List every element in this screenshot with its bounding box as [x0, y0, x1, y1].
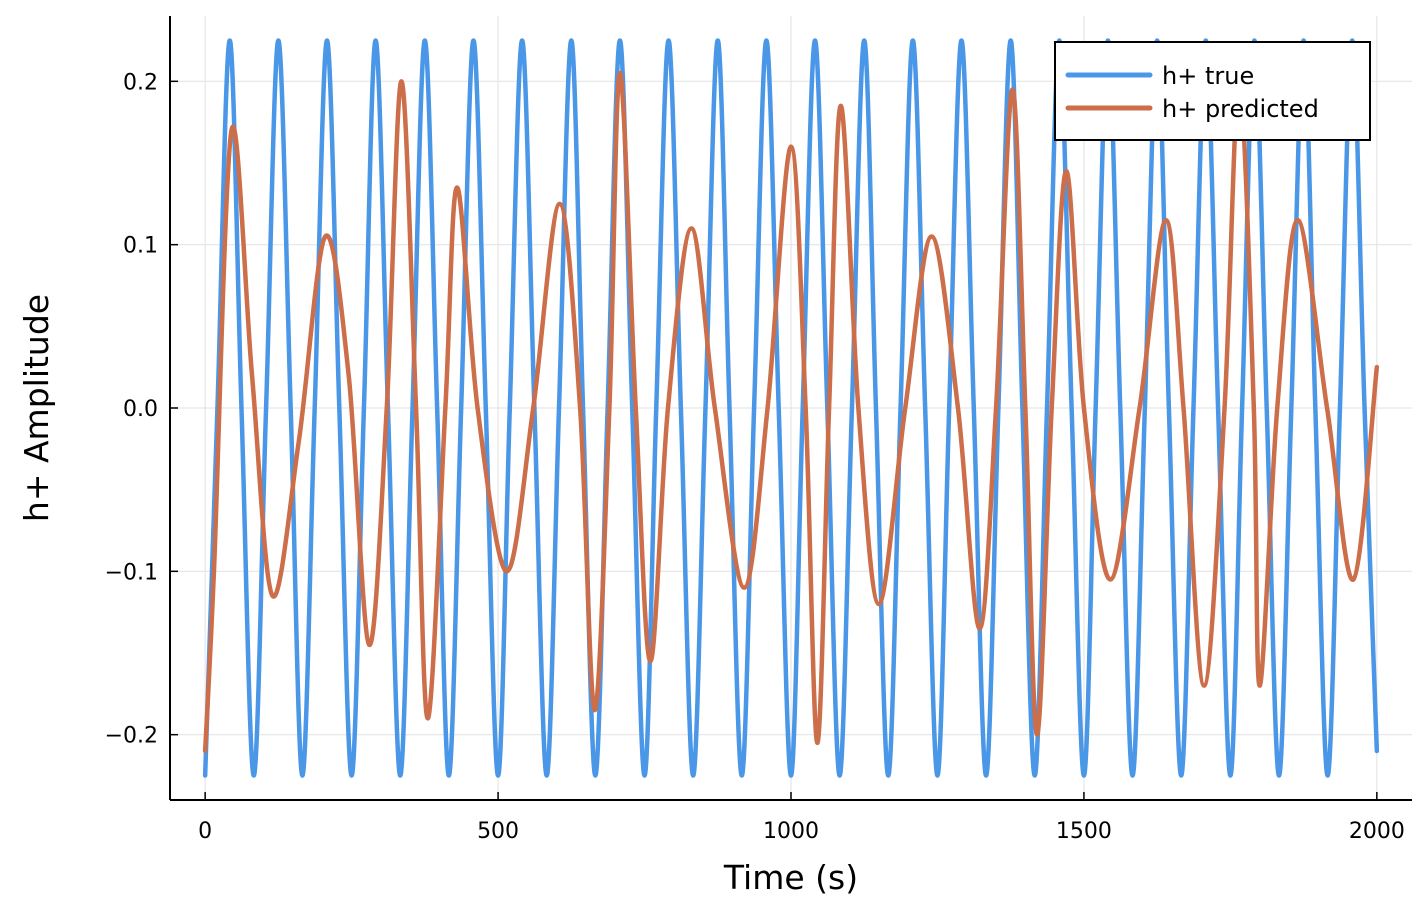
x-axis-title: Time (s): [723, 858, 858, 897]
legend: h+ true h+ predicted: [1055, 42, 1370, 140]
legend-label-h-true: h+ true: [1162, 62, 1254, 90]
x-tick-label: 0: [198, 819, 212, 844]
y-tick-label: −0.2: [105, 724, 158, 749]
y-tick-label: 0.2: [123, 70, 158, 95]
y-axis-title: h+ Amplitude: [17, 294, 56, 522]
x-tick-label: 1500: [1056, 819, 1112, 844]
legend-box: [1055, 42, 1370, 140]
y-tick-labels: −0.2 −0.1 0.0 0.1 0.2: [105, 70, 178, 748]
x-tick-label: 2000: [1349, 819, 1405, 844]
y-tick-label: 0.0: [123, 397, 158, 422]
legend-label-h-predicted: h+ predicted: [1162, 95, 1319, 123]
y-tick-label: 0.1: [123, 234, 158, 259]
x-tick-label: 1000: [763, 819, 819, 844]
x-tick-label: 500: [477, 819, 519, 844]
y-tick-label: −0.1: [105, 560, 158, 585]
